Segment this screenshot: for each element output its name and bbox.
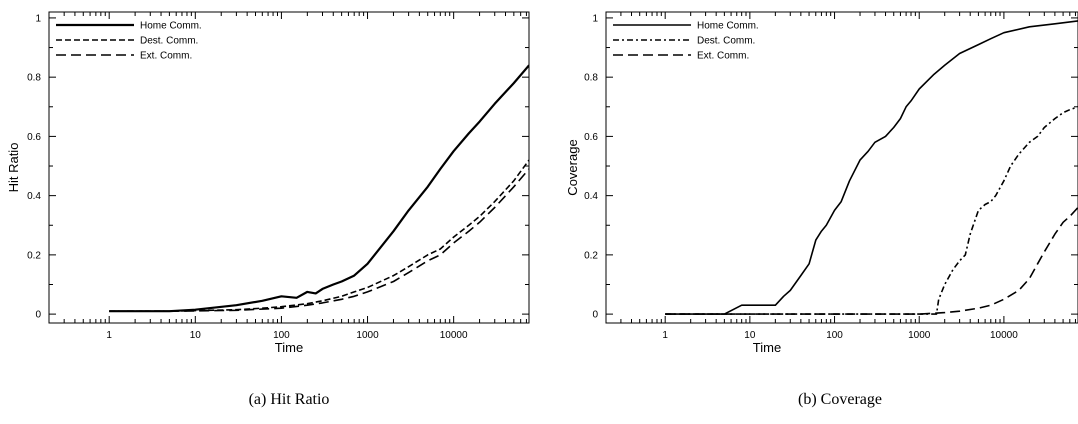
panel-coverage: 1 10 100 1000 10000 0 0.2 0.4 0.6 0.8 1 Time Coverag… (565, 11, 1078, 408)
series-line-home-comm (665, 20, 1078, 315)
y-tick-label: 0.6 (27, 132, 41, 143)
plot-frame (48, 11, 530, 324)
x-tick-label: 10000 (440, 330, 468, 341)
y-tick-label: 0.2 (584, 250, 598, 261)
y-tick-label: 0.6 (584, 132, 598, 143)
x-tick-label: 10 (744, 330, 756, 341)
legend-label: Home Comm. (697, 21, 759, 32)
y-tick-label: 1 (592, 13, 598, 24)
y-axis-label: Hit Ratio (6, 143, 21, 193)
x-tick-label: 1000 (356, 330, 379, 341)
figure-caption: (b) Coverage (798, 391, 882, 408)
y-tick-label: 0.8 (27, 73, 41, 84)
y-axis-label: Coverage (565, 139, 580, 195)
legend-label: Dest. Comm. (140, 36, 198, 47)
x-axis-label: Time (275, 340, 303, 355)
series-line-ext-comm (665, 206, 1078, 315)
x-tick-label: 10000 (990, 330, 1018, 341)
x-tick-label: 10 (190, 330, 202, 341)
y-tick-label: 1 (35, 13, 41, 24)
y-tick-label: 0.4 (27, 191, 41, 202)
x-tick-label: 100 (273, 330, 290, 341)
x-axis-label: Time (753, 340, 781, 355)
x-tick-label: 1 (106, 330, 112, 341)
y-tick-label: 0.8 (584, 73, 598, 84)
series-line-home-comm (109, 64, 529, 313)
series-line-dest-comm (109, 159, 529, 313)
plot-frame (605, 11, 1078, 324)
y-tick-label: 0.2 (27, 250, 41, 261)
legend-label: Ext. Comm. (140, 51, 192, 62)
x-tick-label: 100 (826, 330, 843, 341)
figure-caption: (a) Hit Ratio (249, 391, 330, 408)
x-tick-label: 1000 (908, 330, 931, 341)
legend-label: Ext. Comm. (697, 51, 749, 62)
series-line-ext-comm (109, 168, 529, 313)
legend-label: Home Comm. (140, 21, 202, 32)
y-tick-label: 0 (592, 310, 598, 321)
panel-hit-ratio: 1 10 100 1000 10000 0 0.2 0.4 0.6 0.8 1 Time Hit Rat… (6, 11, 530, 408)
x-tick-label: 1 (662, 330, 668, 341)
y-tick-label: 0.4 (584, 191, 598, 202)
legend-label: Dest. Comm. (697, 36, 755, 47)
y-tick-label: 0 (35, 310, 41, 321)
series-line-dest-comm (665, 106, 1078, 315)
